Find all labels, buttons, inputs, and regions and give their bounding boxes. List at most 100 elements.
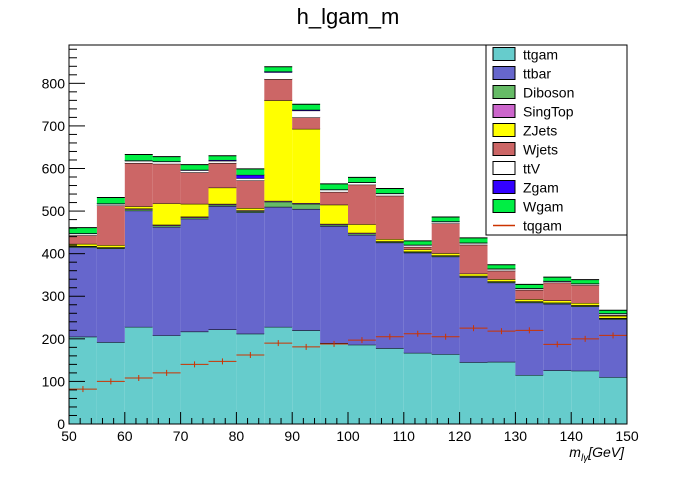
bar-wjets-bin-7 <box>264 79 292 100</box>
legend-label-wgam: Wgam <box>523 199 563 215</box>
y-tick-label-800: 800 <box>42 75 66 91</box>
bar-wjets-bin-11 <box>376 196 404 239</box>
bar-wgam-bin-6 <box>236 169 264 175</box>
bar-wgam-bin-16 <box>515 284 543 288</box>
x-tick-label-80: 80 <box>229 428 245 444</box>
bar-ttgam-bin-10 <box>348 345 376 424</box>
x-axis-label: mlγ[GeV] <box>569 444 625 464</box>
bar-wjets-bin-16 <box>515 290 543 299</box>
bar-wgam-bin-15 <box>488 265 516 269</box>
legend-label-wjets: Wjets <box>523 142 558 158</box>
legend-label-ttgam: ttgam <box>523 47 558 63</box>
bar-wgam-bin-4 <box>181 165 209 170</box>
x-tick-label-110: 110 <box>393 428 416 444</box>
legend-label-diboson: Diboson <box>523 85 574 101</box>
bar-ttgam-bin-11 <box>376 348 404 424</box>
bar-zjets-bin-10 <box>348 224 376 233</box>
bar-ttgam-bin-13 <box>432 354 460 424</box>
bar-zjets-bin-5 <box>209 188 237 204</box>
legend-label-ttv: ttV <box>523 161 541 177</box>
bar-wgam-bin-11 <box>376 189 404 194</box>
y-tick-label-300: 300 <box>42 288 66 304</box>
bar-ttbar-bin-17 <box>543 304 571 370</box>
bar-zjets-bin-4 <box>181 204 209 217</box>
bar-ttgam-bin-6 <box>236 334 264 424</box>
bar-wjets-bin-10 <box>348 185 376 225</box>
bar-wjets-bin-9 <box>320 192 348 205</box>
bar-wjets-bin-5 <box>209 163 237 188</box>
bar-wgam-bin-13 <box>432 217 460 221</box>
bar-ttgam-bin-17 <box>543 370 571 424</box>
bar-wgam-bin-9 <box>320 184 348 190</box>
bar-zjets-bin-8 <box>292 129 320 203</box>
bar-wjets-bin-1 <box>97 206 125 246</box>
legend-swatch-ttv <box>493 162 515 175</box>
bar-ttgam-bin-5 <box>209 329 237 424</box>
y-tick-label-500: 500 <box>42 203 66 219</box>
bar-ttbar-bin-4 <box>181 219 209 332</box>
bar-ttbar-bin-8 <box>292 209 320 330</box>
y-tick-label-100: 100 <box>42 373 66 389</box>
legend-label-zjets: ZJets <box>523 123 557 139</box>
legend-label-singtop: SingTop <box>523 104 574 120</box>
bar-wgam-bin-8 <box>292 104 320 110</box>
legend-swatch-ttbar <box>493 67 515 80</box>
bar-wjets-bin-13 <box>432 223 460 253</box>
legend-swatch-diboson <box>493 86 515 99</box>
bar-ttbar-bin-0 <box>69 247 97 336</box>
x-tick-label-140: 140 <box>560 428 584 444</box>
bar-ttbar-bin-6 <box>236 212 264 333</box>
bar-ttgam-bin-12 <box>404 353 432 424</box>
bar-ttgam-bin-4 <box>181 332 209 424</box>
bar-ttgam-bin-0 <box>69 337 97 424</box>
legend-swatch-ttgam <box>493 48 515 61</box>
bar-ttgam-bin-16 <box>515 375 543 424</box>
y-tick-label-600: 600 <box>42 160 66 176</box>
bar-ttbar-bin-5 <box>209 206 237 329</box>
legend-swatch-singtop <box>493 105 515 118</box>
bar-wgam-bin-18 <box>571 280 599 284</box>
bar-wgam-bin-1 <box>97 197 125 203</box>
bar-ttbar-bin-19 <box>599 319 627 377</box>
legend-swatch-wjets <box>493 143 515 156</box>
x-tick-label-100: 100 <box>336 428 360 444</box>
legend-swatch-zjets <box>493 124 515 137</box>
x-tick-label-90: 90 <box>284 428 300 444</box>
bar-ttgam-bin-19 <box>599 377 627 424</box>
bar-wgam-bin-5 <box>209 156 237 160</box>
legend-label-tqgam: tqgam <box>523 218 562 234</box>
bar-ttv-bin-8 <box>292 111 320 118</box>
x-tick-label-60: 60 <box>117 428 133 444</box>
bar-wjets-bin-6 <box>236 180 264 208</box>
chart-title: h_lgam_m <box>297 4 400 29</box>
bar-wjets-bin-3 <box>153 164 181 204</box>
bar-ttbar-bin-15 <box>488 283 516 362</box>
bar-ttbar-bin-9 <box>320 226 348 343</box>
bar-wgam-bin-10 <box>348 177 376 182</box>
bar-ttbar-bin-12 <box>404 253 432 353</box>
bar-zgam-bin-6 <box>236 175 264 178</box>
bar-ttgam-bin-3 <box>153 335 181 424</box>
bar-ttgam-bin-18 <box>571 371 599 424</box>
bar-wgam-bin-14 <box>460 238 488 243</box>
y-tick-label-700: 700 <box>42 118 66 134</box>
bar-ttbar-bin-11 <box>376 243 404 349</box>
bar-zjets-bin-9 <box>320 205 348 224</box>
y-tick-label-0: 0 <box>57 416 65 432</box>
x-tick-label-120: 120 <box>448 428 472 444</box>
bar-wjets-bin-2 <box>125 163 153 206</box>
legend: ttgamttbarDibosonSingTopZJetsWjetsttVZga… <box>486 45 627 235</box>
x-tick-label-150: 150 <box>615 428 639 444</box>
x-tick-label-70: 70 <box>173 428 189 444</box>
y-tick-label-200: 200 <box>42 331 66 347</box>
bar-wjets-bin-15 <box>488 271 516 280</box>
bar-wjets-bin-4 <box>181 172 209 204</box>
bar-wgam-bin-17 <box>543 277 571 281</box>
legend-swatch-wgam <box>493 200 515 213</box>
bar-zjets-bin-7 <box>264 100 292 200</box>
bar-wjets-bin-8 <box>292 117 320 128</box>
bar-ttgam-bin-15 <box>488 362 516 424</box>
x-tick-label-130: 130 <box>504 428 528 444</box>
